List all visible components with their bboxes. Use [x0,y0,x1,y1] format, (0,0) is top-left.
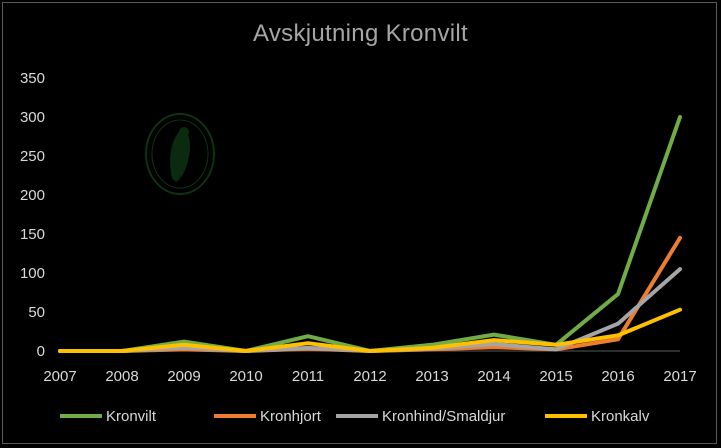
y-tick-label: 0 [37,343,45,360]
legend-item: Kronhjort [214,408,322,425]
legend-label: Kronvilt [106,408,157,425]
y-tick-label: 100 [20,265,45,282]
legend: Kronvilt Kronhjort Kronhind/Smaldjur Kronka… [60,408,650,425]
x-tick-label: 2015 [539,368,572,385]
series-line-kronhjort [58,235,682,353]
chart-frame [2,2,717,444]
x-tick-label: 2017 [663,368,696,385]
legend-item: Kronvilt [60,408,157,425]
x-tick-label: 2013 [415,368,448,385]
x-tick-label: 2016 [601,368,634,385]
y-axis-ticks: 0 50 100 150 200 250 300 350 [20,70,45,360]
x-tick-label: 2012 [353,368,386,385]
series-lines [58,115,682,353]
y-tick-label: 150 [20,226,45,243]
legend-label: Kronhind/Smaldjur [382,408,505,425]
seal-watermark [145,113,215,195]
y-tick-label: 200 [20,187,45,204]
legend-item: Kronhind/Smaldjur [336,408,505,425]
x-tick-label: 2010 [229,368,262,385]
legend-label: Kronhjort [260,408,322,425]
x-tick-label: 2008 [105,368,138,385]
x-tick-label: 2007 [43,368,76,385]
x-tick-label: 2009 [167,368,200,385]
series-line-kronvilt [58,115,682,353]
legend-label: Kronkalv [591,408,650,425]
y-tick-label: 300 [20,109,45,126]
x-axis-ticks: 2007 2008 2009 2010 2011 2012 2013 2014 2015 2016… [43,368,696,385]
x-tick-label: 2014 [477,368,510,385]
y-tick-label: 250 [20,148,45,165]
chart-title: Avskjutning Kronvilt [253,20,468,47]
legend-item: Kronkalv [545,408,650,425]
series-line-kronkalv [58,307,682,353]
y-tick-label: 350 [20,70,45,87]
x-tick-label: 2011 [292,368,324,385]
y-tick-label: 50 [28,304,45,321]
